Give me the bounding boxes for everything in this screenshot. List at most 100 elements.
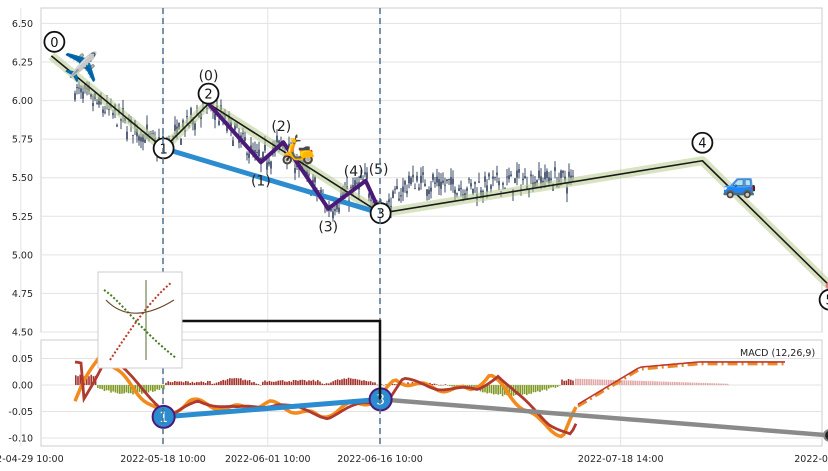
histogram-bar bbox=[218, 381, 220, 386]
histogram-bar bbox=[112, 385, 114, 392]
candle-body bbox=[256, 151, 258, 154]
histogram-bar-projected bbox=[696, 382, 698, 386]
candle-body bbox=[218, 120, 220, 125]
candle-body bbox=[82, 91, 84, 99]
candle-body bbox=[152, 133, 154, 135]
histogram-bar bbox=[497, 385, 499, 395]
price-y-tick-label: 5.50 bbox=[12, 173, 33, 184]
inset-curve-red bbox=[109, 281, 173, 361]
histogram-bar bbox=[114, 385, 117, 393]
histogram-bar bbox=[561, 379, 563, 386]
candle-body bbox=[332, 211, 334, 219]
candle-body bbox=[554, 167, 556, 171]
candle-body bbox=[102, 109, 104, 113]
histogram-bar bbox=[365, 380, 367, 386]
candle-body bbox=[518, 169, 520, 173]
macd-y-tick-label: 0.00 bbox=[12, 381, 33, 392]
candle-body bbox=[194, 123, 196, 130]
histogram-bar-projected bbox=[601, 379, 603, 386]
histogram-bar bbox=[220, 380, 222, 386]
histogram-bar bbox=[145, 385, 147, 393]
histogram-bar-projected bbox=[702, 382, 705, 386]
candle-body bbox=[516, 170, 518, 178]
candle-body bbox=[264, 144, 266, 151]
histogram-bar bbox=[75, 375, 77, 386]
candle-body bbox=[432, 174, 434, 180]
histogram-bar bbox=[224, 380, 227, 386]
candle-body bbox=[270, 161, 272, 169]
histogram-bar-projected bbox=[658, 381, 661, 386]
candle-body bbox=[120, 119, 122, 121]
candle-body bbox=[394, 188, 396, 190]
histogram-bar bbox=[229, 378, 231, 386]
candle-body bbox=[146, 124, 148, 131]
histogram-bar-projected bbox=[594, 379, 597, 386]
candle-body bbox=[404, 181, 406, 185]
histogram-bar-projected bbox=[638, 380, 641, 386]
histogram-bar-projected bbox=[599, 379, 601, 386]
candle-body bbox=[444, 184, 446, 186]
x-tick-label: 2022-08-16 12:00 bbox=[794, 454, 828, 465]
candle-body bbox=[336, 204, 338, 210]
histogram-bar bbox=[548, 385, 550, 389]
histogram-bar bbox=[433, 383, 436, 386]
histogram-bar bbox=[290, 381, 293, 386]
histogram-bar-projected bbox=[579, 378, 581, 386]
macd-legend: MACD (12,26,9) bbox=[740, 348, 815, 359]
histogram-bar bbox=[438, 385, 440, 386]
candle-body bbox=[454, 189, 456, 194]
histogram-bar bbox=[444, 384, 447, 386]
histogram-bar bbox=[171, 382, 174, 386]
histogram-bar bbox=[180, 381, 183, 386]
elliott-main-label: 3 bbox=[376, 207, 384, 222]
histogram-bar-projected bbox=[634, 380, 636, 386]
candle-body bbox=[90, 94, 92, 97]
histogram-bar-projected bbox=[704, 382, 707, 386]
candle-body bbox=[536, 180, 538, 183]
candle-body bbox=[506, 176, 508, 178]
histogram-bar bbox=[380, 384, 383, 386]
elliott-main-marker bbox=[691, 131, 714, 154]
histogram-bar-projected bbox=[641, 380, 643, 386]
histogram-bar bbox=[301, 379, 304, 386]
candle-body bbox=[250, 145, 252, 150]
elliott-sub-label: (2) bbox=[271, 119, 291, 135]
histogram-bar bbox=[372, 382, 374, 386]
histogram-bar bbox=[273, 381, 275, 386]
candle-body bbox=[396, 186, 398, 190]
candle-body bbox=[400, 195, 402, 197]
candle-body bbox=[462, 194, 464, 196]
histogram-bar bbox=[385, 384, 387, 386]
histogram-bar bbox=[174, 381, 176, 386]
candle-body bbox=[246, 153, 248, 156]
candle-body bbox=[364, 172, 366, 175]
histogram-bar bbox=[358, 379, 361, 386]
candle-body bbox=[174, 124, 176, 132]
candle-body bbox=[96, 102, 98, 104]
histogram-bar bbox=[147, 385, 150, 393]
histogram-bar-projected bbox=[621, 380, 623, 386]
histogram-bar-projected bbox=[720, 383, 722, 386]
macd-y-tick-label: 0.05 bbox=[12, 354, 33, 365]
histogram-bar bbox=[101, 385, 103, 390]
histogram-bar bbox=[484, 385, 486, 393]
divergence-label: 1 bbox=[159, 410, 168, 426]
candle-body bbox=[568, 171, 570, 177]
histogram-bar bbox=[347, 377, 350, 386]
histogram-bar-projected bbox=[627, 380, 630, 386]
candle-body bbox=[342, 192, 344, 198]
histogram-bar-projected bbox=[660, 381, 663, 386]
histogram-bar bbox=[391, 383, 394, 386]
histogram-bar bbox=[284, 381, 286, 386]
elliott-main-label: 4 bbox=[698, 137, 706, 152]
candle-body bbox=[522, 178, 524, 181]
candle-body bbox=[92, 102, 94, 107]
candle-body bbox=[244, 137, 246, 141]
candle-body bbox=[448, 179, 450, 181]
histogram-bar bbox=[510, 385, 513, 397]
histogram-bar-projected bbox=[667, 381, 669, 386]
histogram-bar bbox=[193, 382, 196, 386]
candle-body bbox=[314, 177, 316, 183]
histogram-bar bbox=[556, 385, 559, 387]
histogram-bar bbox=[277, 380, 279, 386]
